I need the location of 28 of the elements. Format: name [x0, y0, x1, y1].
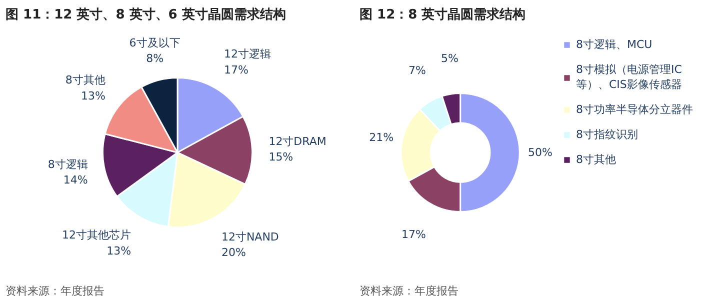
slice-label: 12寸其他芯片 — [62, 228, 132, 242]
legend-label: 8寸指纹识别 — [576, 127, 638, 142]
data-label: 21% — [369, 131, 394, 144]
data-label: 20% — [221, 246, 246, 259]
data-label: 13% — [106, 244, 132, 258]
legend-label: 8寸模拟（电源管理IC等）、CIS影像传感器 — [576, 62, 682, 92]
slice-label: 12寸NAND — [221, 230, 279, 244]
text: 资料来源：年度报告 — [6, 284, 104, 298]
text: 资料来源：年度报告 — [360, 284, 458, 298]
chart-title: 图 11：12 英寸、8 英寸、6 英寸晶圆需求结构 — [6, 6, 286, 22]
data-label: 17% — [401, 228, 426, 241]
slice-label: 12寸逻辑 — [224, 48, 271, 61]
legend-label: 8寸功率半导体分立器件 — [576, 102, 693, 117]
data-label: 50% — [528, 146, 552, 159]
slice-label: 8寸其他 — [65, 74, 106, 87]
data-label: 13% — [80, 89, 106, 102]
data-label: 17% — [224, 63, 248, 76]
data-label: 7% — [408, 64, 426, 78]
legend-label: 8寸逻辑、MCU — [576, 37, 652, 52]
legend-label: 8寸其他 — [576, 152, 616, 167]
data-label: 5% — [441, 52, 458, 66]
slice-label: 12寸DRAM — [268, 134, 326, 148]
chart-title: 图 12：8 英寸晶圆需求结构 — [360, 6, 526, 22]
data-label: 15% — [268, 150, 294, 164]
slice-label: 6寸及以下 — [129, 36, 180, 50]
data-label: 14% — [63, 174, 88, 187]
slice-label: 8寸逻辑 — [48, 158, 88, 171]
data-label: 8% — [146, 52, 164, 65]
